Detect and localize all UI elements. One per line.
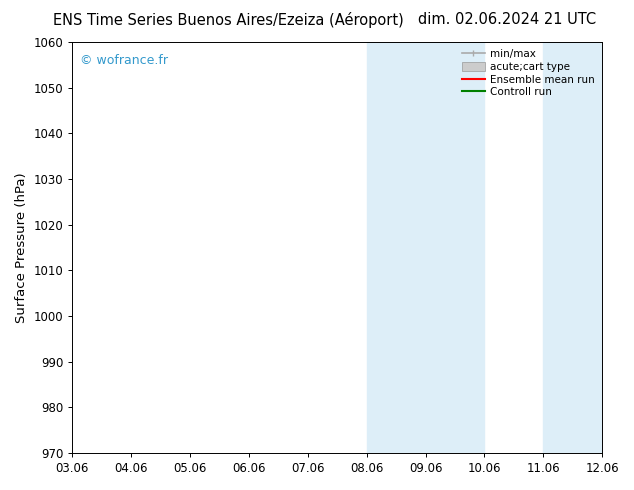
- Legend: min/max, acute;cart type, Ensemble mean run, Controll run: min/max, acute;cart type, Ensemble mean …: [460, 47, 597, 99]
- Bar: [366, 42, 484, 453]
- Y-axis label: Surface Pressure (hPa): Surface Pressure (hPa): [15, 172, 28, 323]
- Text: dim. 02.06.2024 21 UTC: dim. 02.06.2024 21 UTC: [418, 12, 596, 27]
- Text: ENS Time Series Buenos Aires/Ezeiza (Aéroport): ENS Time Series Buenos Aires/Ezeiza (Aér…: [53, 12, 404, 28]
- Text: © wofrance.fr: © wofrance.fr: [81, 54, 168, 68]
- Bar: [543, 42, 602, 453]
